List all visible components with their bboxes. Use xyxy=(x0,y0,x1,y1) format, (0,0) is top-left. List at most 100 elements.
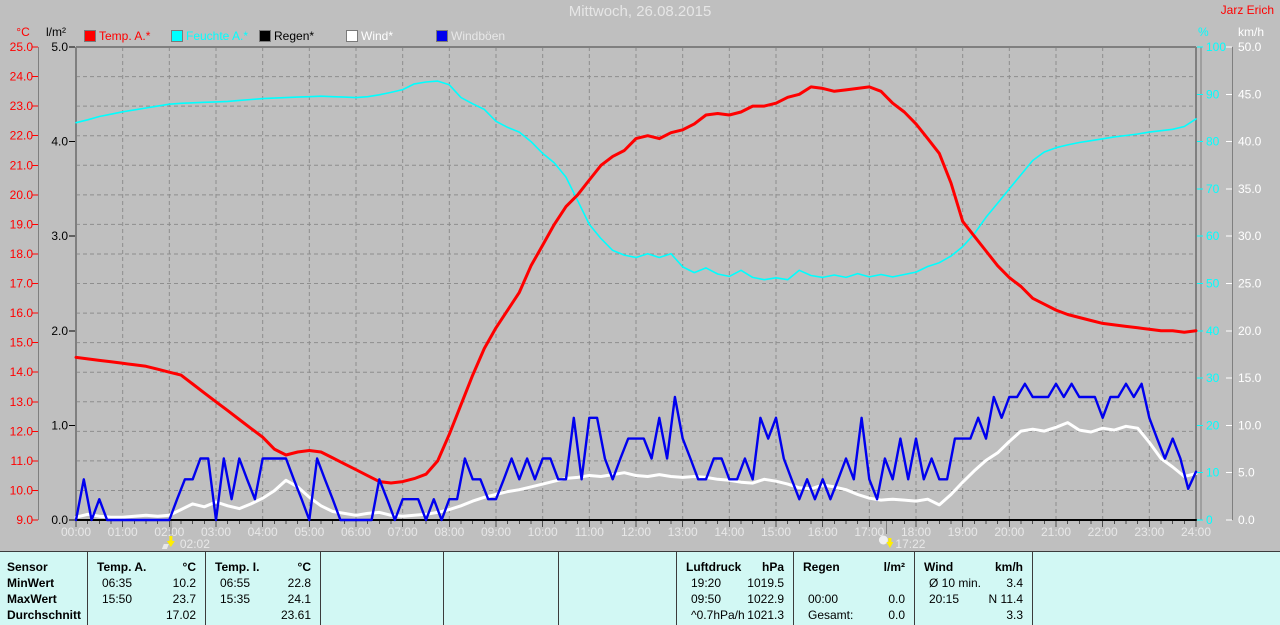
table-cell: 19:20 xyxy=(691,576,722,590)
axis-tick-label: 40 xyxy=(1206,324,1220,338)
table-cell: N 11.4 xyxy=(988,592,1023,606)
table-cell: 23.7 xyxy=(172,592,196,606)
time-tick-label: 18:00 xyxy=(901,525,931,539)
table-cell: 3.4 xyxy=(1006,576,1023,590)
legend-swatch xyxy=(84,30,96,42)
time-tick-label: 22:00 xyxy=(1088,525,1118,539)
axis-tick-label: 5.0 xyxy=(1238,466,1255,480)
axis-tick-label: 24.0 xyxy=(10,70,34,84)
time-tick-label: 12:00 xyxy=(621,525,651,539)
table-cell: 15:50 xyxy=(102,592,133,606)
time-tick-label: 10:00 xyxy=(528,525,558,539)
table-header-cell: hPa xyxy=(761,560,784,574)
legend: Temp. A.* Feuchte A.* Regen* Wind* Windböen xyxy=(0,0,1280,44)
axis-tick-label: 20 xyxy=(1206,418,1220,432)
table-header-cell: km/h xyxy=(994,560,1023,574)
axis-tick-label: 25.0 xyxy=(1238,277,1262,291)
axis-tick-label: 45.0 xyxy=(1238,87,1262,101)
table-cell: 22.8 xyxy=(287,576,311,590)
table-cell: 24.1 xyxy=(287,592,311,606)
axis-tick-label: 35.0 xyxy=(1238,182,1262,196)
table-header-cell: Durchschnitt xyxy=(7,608,82,622)
time-tick-label: 02:00 xyxy=(154,525,184,539)
stats-table: Sensor MinWert MaxWert Durchschnitt Temp. A.… xyxy=(0,551,1280,625)
time-tick-label: 08:00 xyxy=(434,525,464,539)
table-header-cell: °C xyxy=(182,560,196,574)
axis-tick-label: 1.0 xyxy=(51,418,68,432)
axis-tick-label: 16.0 xyxy=(10,306,34,320)
table-header-cell: l/m² xyxy=(883,560,905,574)
table-cell: 06:35 xyxy=(102,576,133,590)
legend-label: Wind* xyxy=(361,29,394,43)
table-cell: 1021.3 xyxy=(747,608,784,622)
time-tick-label: 24:00 xyxy=(1181,525,1211,539)
table-column-separator xyxy=(914,552,915,625)
weather-chart: 9.0 10.0 11.0 12.0 13.0 14.0 15.0 16.0 17.0 18.0 1… xyxy=(10,40,1262,551)
time-tick-label: 11:00 xyxy=(575,525,604,539)
legend-label: Windböen xyxy=(451,29,506,43)
marker-time-label: 17:22 xyxy=(895,537,925,551)
axis-tick-label: 13.0 xyxy=(10,395,34,409)
legend-swatch xyxy=(436,30,448,42)
table-header-cell: °C xyxy=(297,560,311,574)
time-tick-label: 19:00 xyxy=(948,525,978,539)
humidity-axis-unit: % xyxy=(1198,25,1209,39)
table-column-separator xyxy=(320,552,321,625)
time-tick-label: 23:00 xyxy=(1134,525,1164,539)
sunrise-arrow-icon xyxy=(166,536,175,547)
axis-tick-label: 20.0 xyxy=(10,188,34,202)
axis-tick-label: 12.0 xyxy=(10,424,34,438)
rain-axis-unit: l/m² xyxy=(46,25,66,39)
table-header-cell: Regen xyxy=(803,560,840,574)
wind-axis-unit: km/h xyxy=(1238,25,1265,39)
legend-label: Regen* xyxy=(274,29,315,43)
temp-axis-unit: °C xyxy=(16,25,30,39)
legend-label: Feuchte A.* xyxy=(186,29,249,43)
table-header-cell: MaxWert xyxy=(7,592,57,606)
axis-tick-label: 3.0 xyxy=(51,229,68,243)
author-label: Jarz Erich xyxy=(1220,3,1274,17)
table-cell: 3.3 xyxy=(1006,608,1023,622)
table-header-cell: Sensor xyxy=(7,560,48,574)
axis-tick-label: 18.0 xyxy=(10,247,34,261)
table-column-separator xyxy=(205,552,206,625)
time-tick-label: 03:00 xyxy=(201,525,231,539)
table-cell: ^0.7hPa/h xyxy=(691,608,745,622)
table-column-separator xyxy=(87,552,88,625)
time-tick-label: 13:00 xyxy=(668,525,698,539)
axis-tick-label: 25.0 xyxy=(10,40,34,54)
table-cell: Gesamt: xyxy=(808,608,854,622)
series-feuchte-a- xyxy=(75,80,1197,281)
axis-tick-label: 23.0 xyxy=(10,99,34,113)
table-cell: 00:00 xyxy=(808,592,839,606)
axis-tick-label: 15.0 xyxy=(1238,371,1262,385)
time-tick-label: 01:00 xyxy=(108,525,138,539)
table-column-separator xyxy=(676,552,677,625)
axis-tick-label: 0 xyxy=(1206,513,1213,527)
axis-tick-label: 30.0 xyxy=(1238,229,1262,243)
legend-label: Temp. A.* xyxy=(99,29,151,43)
time-tick-label: 15:00 xyxy=(761,525,791,539)
axis-tick-label: 0.0 xyxy=(51,513,68,527)
axis-tick-label: 11.0 xyxy=(11,454,34,468)
time-tick-label: 17:00 xyxy=(854,525,884,539)
legend-swatch xyxy=(171,30,183,42)
table-header-cell: Luftdruck xyxy=(686,560,742,574)
table-header-cell: Temp. A. xyxy=(97,560,147,574)
sun-down-arrow-icon xyxy=(886,538,894,548)
axis-tick-label: 50 xyxy=(1206,277,1220,291)
axis-tick-label: 21.0 xyxy=(10,158,34,172)
table-cell: 23.61 xyxy=(280,608,311,622)
table-header-cell: Temp. I. xyxy=(215,560,260,574)
table-cell: Ø 10 min. xyxy=(929,576,982,590)
axis-tick-label: 60 xyxy=(1206,229,1220,243)
series-wind xyxy=(74,421,1198,519)
axis-tick-label: 2.0 xyxy=(51,324,68,338)
axis-tick-label: 70 xyxy=(1206,182,1220,196)
table-cell: 1022.9 xyxy=(747,592,784,606)
table-header-cell: Wind xyxy=(924,560,954,574)
table-header-cell: MinWert xyxy=(7,576,55,590)
axis-tick-label: 80 xyxy=(1206,135,1220,149)
time-tick-label: 09:00 xyxy=(481,525,511,539)
